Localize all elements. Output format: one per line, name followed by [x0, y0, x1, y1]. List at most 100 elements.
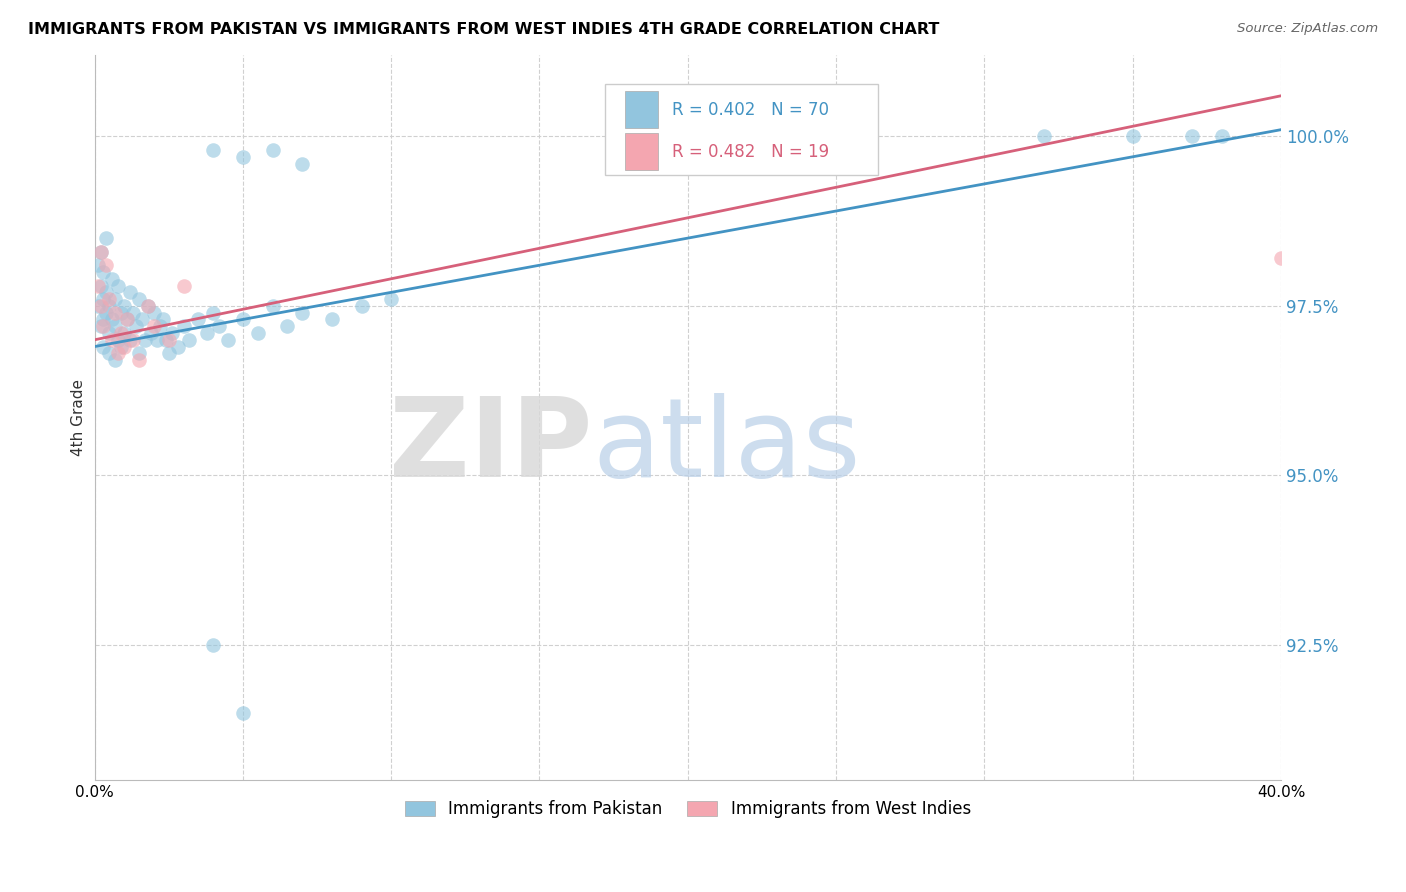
Point	[110, 340, 132, 354]
Point	[291, 306, 314, 320]
Point	[89, 244, 111, 259]
Point	[173, 319, 195, 334]
Point	[262, 299, 284, 313]
Point	[98, 299, 121, 313]
Point	[104, 306, 127, 320]
Point	[1032, 129, 1054, 144]
Point	[122, 306, 145, 320]
Point	[120, 285, 142, 300]
Text: ZIP: ZIP	[389, 393, 593, 500]
Text: R = 0.402   N = 70: R = 0.402 N = 70	[672, 101, 830, 119]
Point	[380, 292, 402, 306]
Point	[291, 156, 314, 170]
Point	[86, 278, 108, 293]
Point	[1270, 252, 1292, 266]
Point	[202, 143, 225, 157]
Point	[93, 319, 115, 334]
Point	[149, 319, 172, 334]
Point	[142, 319, 165, 334]
Point	[131, 312, 153, 326]
Point	[276, 319, 298, 334]
Text: R = 0.482   N = 19: R = 0.482 N = 19	[672, 143, 830, 161]
Point	[155, 333, 177, 347]
Point	[232, 150, 254, 164]
Point	[112, 326, 135, 340]
Text: IMMIGRANTS FROM PAKISTAN VS IMMIGRANTS FROM WEST INDIES 4TH GRADE CORRELATION CH: IMMIGRANTS FROM PAKISTAN VS IMMIGRANTS F…	[28, 22, 939, 37]
Point	[128, 346, 150, 360]
Point	[112, 340, 135, 354]
Point	[157, 346, 180, 360]
Point	[107, 278, 129, 293]
Point	[134, 333, 156, 347]
Point	[142, 306, 165, 320]
Point	[115, 312, 138, 326]
Point	[89, 299, 111, 313]
Point	[157, 333, 180, 347]
Point	[98, 292, 121, 306]
Point	[101, 312, 124, 326]
FancyBboxPatch shape	[605, 84, 877, 175]
Point	[120, 333, 142, 347]
Point	[86, 258, 108, 272]
Point	[146, 333, 169, 347]
Point	[107, 333, 129, 347]
Point	[93, 312, 115, 326]
Point	[98, 346, 121, 360]
Point	[112, 299, 135, 313]
FancyBboxPatch shape	[624, 91, 658, 128]
Point	[122, 333, 145, 347]
FancyBboxPatch shape	[624, 134, 658, 169]
Point	[179, 333, 201, 347]
Point	[89, 244, 111, 259]
Point	[1181, 129, 1204, 144]
Point	[139, 326, 162, 340]
Point	[96, 231, 118, 245]
Point	[110, 306, 132, 320]
Point	[1122, 129, 1144, 144]
Point	[110, 326, 132, 340]
Legend: Immigrants from Pakistan, Immigrants from West Indies: Immigrants from Pakistan, Immigrants fro…	[396, 792, 979, 826]
Point	[232, 706, 254, 720]
Point	[166, 340, 188, 354]
Point	[101, 272, 124, 286]
Point	[104, 292, 127, 306]
Point	[89, 278, 111, 293]
Point	[96, 285, 118, 300]
Point	[128, 353, 150, 368]
Point	[98, 326, 121, 340]
Point	[152, 312, 174, 326]
Point	[217, 333, 239, 347]
Point	[321, 312, 343, 326]
Point	[104, 319, 127, 334]
Point	[96, 258, 118, 272]
Point	[115, 312, 138, 326]
Point	[86, 299, 108, 313]
Point	[93, 340, 115, 354]
Point	[93, 292, 115, 306]
Point	[89, 319, 111, 334]
Point	[128, 292, 150, 306]
Point	[104, 353, 127, 368]
Point	[350, 299, 373, 313]
Point	[173, 278, 195, 293]
Point	[1211, 129, 1233, 144]
Point	[136, 299, 159, 313]
Text: Source: ZipAtlas.com: Source: ZipAtlas.com	[1237, 22, 1378, 36]
Point	[262, 143, 284, 157]
Point	[195, 326, 218, 340]
Point	[96, 306, 118, 320]
Point	[107, 346, 129, 360]
Point	[208, 319, 231, 334]
Point	[202, 306, 225, 320]
Point	[202, 638, 225, 652]
Text: atlas: atlas	[593, 393, 862, 500]
Y-axis label: 4th Grade: 4th Grade	[72, 379, 86, 456]
Point	[232, 312, 254, 326]
Point	[93, 265, 115, 279]
Point	[246, 326, 269, 340]
Point	[125, 319, 148, 334]
Point	[136, 299, 159, 313]
Point	[187, 312, 209, 326]
Point	[101, 333, 124, 347]
Point	[160, 326, 183, 340]
